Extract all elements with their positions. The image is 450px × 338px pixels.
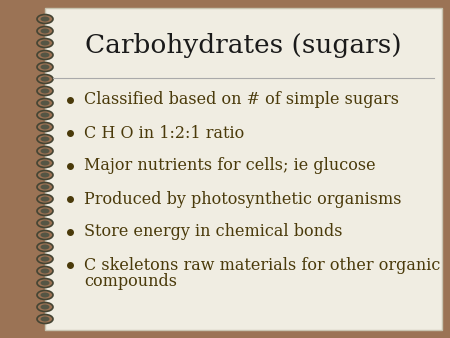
Ellipse shape [37, 98, 53, 107]
Ellipse shape [40, 28, 50, 33]
Ellipse shape [37, 207, 53, 216]
Text: Classified based on # of simple sugars: Classified based on # of simple sugars [84, 92, 399, 108]
Ellipse shape [37, 122, 53, 131]
Text: Produced by photosynthetic organisms: Produced by photosynthetic organisms [84, 191, 401, 208]
Ellipse shape [37, 135, 53, 144]
Ellipse shape [37, 39, 53, 48]
Ellipse shape [37, 111, 53, 120]
Ellipse shape [37, 159, 53, 168]
Ellipse shape [37, 87, 53, 96]
Ellipse shape [37, 183, 53, 192]
Text: C skeletons raw materials for other organic: C skeletons raw materials for other orga… [84, 257, 441, 273]
Ellipse shape [40, 113, 50, 118]
Text: compounds: compounds [84, 272, 177, 290]
Ellipse shape [37, 74, 53, 83]
Ellipse shape [37, 170, 53, 179]
Ellipse shape [37, 303, 53, 312]
Ellipse shape [40, 268, 50, 273]
Bar [45, 8, 442, 330]
Ellipse shape [37, 194, 53, 203]
Ellipse shape [40, 161, 50, 166]
Ellipse shape [40, 196, 50, 201]
Ellipse shape [40, 52, 50, 57]
Ellipse shape [40, 233, 50, 238]
Ellipse shape [40, 76, 50, 81]
Ellipse shape [37, 266, 53, 275]
Ellipse shape [40, 220, 50, 225]
Ellipse shape [40, 172, 50, 177]
Ellipse shape [40, 209, 50, 214]
Ellipse shape [40, 257, 50, 262]
Text: Carbohydrates (sugars): Carbohydrates (sugars) [85, 32, 401, 57]
Ellipse shape [40, 305, 50, 310]
Ellipse shape [37, 15, 53, 24]
Ellipse shape [40, 17, 50, 22]
Ellipse shape [40, 244, 50, 249]
Ellipse shape [37, 290, 53, 299]
Ellipse shape [37, 50, 53, 59]
Text: Major nutrients for cells; ie glucose: Major nutrients for cells; ie glucose [84, 158, 376, 174]
Ellipse shape [37, 279, 53, 288]
Ellipse shape [40, 281, 50, 286]
Text: C H O in 1:2:1 ratio: C H O in 1:2:1 ratio [84, 124, 244, 142]
Ellipse shape [37, 218, 53, 227]
Ellipse shape [40, 65, 50, 70]
Ellipse shape [40, 148, 50, 153]
Ellipse shape [40, 41, 50, 46]
Ellipse shape [40, 100, 50, 105]
Ellipse shape [37, 255, 53, 264]
Ellipse shape [37, 26, 53, 35]
Ellipse shape [40, 89, 50, 94]
Ellipse shape [37, 63, 53, 72]
Text: Store energy in chemical bonds: Store energy in chemical bonds [84, 223, 342, 241]
Ellipse shape [37, 146, 53, 155]
Ellipse shape [40, 185, 50, 190]
Ellipse shape [40, 316, 50, 321]
Ellipse shape [40, 137, 50, 142]
Ellipse shape [40, 292, 50, 297]
Ellipse shape [37, 231, 53, 240]
Ellipse shape [37, 314, 53, 323]
Ellipse shape [40, 124, 50, 129]
Ellipse shape [37, 242, 53, 251]
